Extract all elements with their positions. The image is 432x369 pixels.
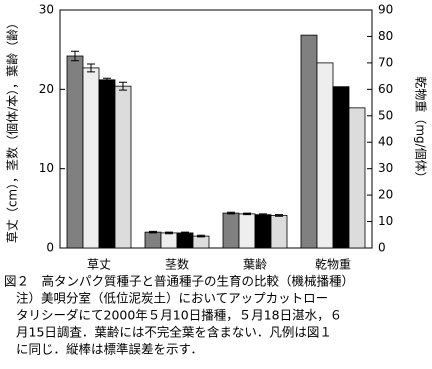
bar xyxy=(66,55,84,249)
bar xyxy=(270,215,288,249)
error-bar xyxy=(259,213,267,216)
y2-tick-label: 30 xyxy=(378,161,393,175)
bar xyxy=(144,231,162,249)
error-bar xyxy=(243,212,251,216)
bar xyxy=(238,213,256,249)
y2-tick-label: 10 xyxy=(378,214,393,228)
error-bar xyxy=(275,214,283,217)
y2-tick-label: 50 xyxy=(378,108,393,122)
y2-tick-label: 70 xyxy=(378,55,393,69)
error-bar xyxy=(181,231,189,235)
y2-tick-label: 0 xyxy=(378,241,386,255)
error-bar xyxy=(103,77,111,82)
y-tick-label: 10 xyxy=(39,161,54,175)
x-tick-label: 乾物重 xyxy=(315,258,351,272)
y-tick-label: 0 xyxy=(46,241,54,255)
y2-tick-label: 20 xyxy=(378,188,393,202)
error-bar xyxy=(197,234,205,238)
plot-frame xyxy=(59,9,373,249)
y-tick-label: 30 xyxy=(39,3,54,17)
bar xyxy=(176,232,194,249)
caption-line: タリシーダにて2000年５月10日播種，５月18日湛水，６ xyxy=(16,308,342,323)
y2-tick-label: 80 xyxy=(378,29,393,43)
y-axis-label: 草丈（cm），茎数（個体/本），葉齢（齢） xyxy=(5,17,20,243)
bar xyxy=(82,67,100,249)
bar xyxy=(348,107,366,249)
x-tick-label: 草丈 xyxy=(87,258,111,272)
bar xyxy=(114,85,132,249)
caption-line: 図２ 高タンパク質種子と普通種子の生育の比較（機械播種） xyxy=(4,274,354,289)
bar xyxy=(316,62,334,249)
bar xyxy=(300,34,318,249)
error-bar xyxy=(71,50,79,62)
caption-line: 注）美唄分室（低位泥炭土）においてアップカットロー xyxy=(16,291,328,306)
bar xyxy=(192,235,210,249)
caption-line: 月15日調査．葉齢には不完全葉を含まない．凡例は図１ xyxy=(16,325,332,340)
bar xyxy=(98,79,116,249)
error-bar xyxy=(227,211,235,215)
error-bar xyxy=(87,63,95,73)
x-tick-label: 葉齢 xyxy=(243,257,267,272)
x-tick-label: 茎数 xyxy=(165,257,189,272)
caption-line: に同じ．縦棒は標準誤差を示す． xyxy=(16,342,203,357)
error-bar xyxy=(119,81,127,91)
bar xyxy=(222,212,240,249)
y2-axis-label: 乾物重（mg/個体） xyxy=(414,76,428,183)
error-bar xyxy=(165,231,173,235)
y-tick-label: 20 xyxy=(39,82,54,96)
bar xyxy=(254,214,272,249)
error-bar xyxy=(149,230,157,234)
y2-tick-label: 90 xyxy=(378,3,393,17)
y2-tick-label: 60 xyxy=(378,82,393,96)
bar xyxy=(160,232,178,249)
bar xyxy=(332,86,350,249)
y2-tick-label: 40 xyxy=(378,135,393,149)
